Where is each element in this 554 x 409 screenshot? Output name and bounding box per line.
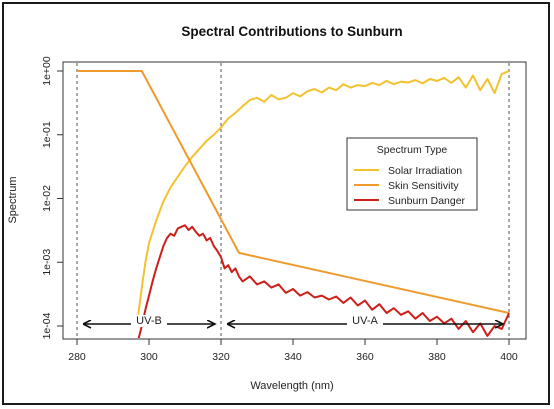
legend-items: Solar Irradiation Skin Sensitivity Sunburn… — [354, 165, 466, 207]
series-line-sunburn-danger — [137, 224, 510, 338]
y-axis: 1e-04 1e-03 1e-02 1e-01 1e+00 — [41, 56, 63, 339]
x-tick-label: 320 — [212, 351, 230, 363]
y-axis-label: Spectrum — [7, 176, 19, 223]
plot-area — [62, 61, 527, 340]
x-tick-label: 400 — [500, 351, 518, 363]
uv-annotations: UV-B UV-A — [83, 315, 503, 327]
legend-label: Solar Irradiation — [388, 165, 462, 177]
y-tick-label: 1e-01 — [41, 121, 53, 148]
x-tick-label: 360 — [356, 351, 374, 363]
y-tick-label: 1e+00 — [41, 56, 53, 86]
series-line-solar-irradiation — [137, 70, 510, 315]
annotation-label-bg — [131, 315, 167, 327]
series-line-skin-sensitivity — [77, 70, 510, 314]
legend-label: Skin Sensitivity — [388, 180, 459, 192]
x-axis-label: Wavelength (nm) — [250, 380, 333, 392]
y-tick-label: 1e-02 — [41, 185, 53, 212]
legend-label: Sunburn Danger — [388, 195, 466, 207]
y-tick-label: 1e-03 — [41, 249, 53, 276]
x-axis: 280 300 320 340 360 380 400 — [68, 339, 518, 363]
reference-lines — [76, 63, 510, 338]
legend: Spectrum Type Solar Irradiation Skin Sens… — [346, 137, 478, 211]
y-tick-label: 1e-04 — [41, 312, 53, 339]
annotation-label: UV-B — [136, 315, 162, 327]
x-tick-label: 280 — [68, 351, 86, 363]
legend-box — [346, 137, 478, 211]
x-tick-label: 300 — [140, 351, 158, 363]
annotation-label-bg — [347, 315, 383, 327]
annotation-label: UV-A — [352, 315, 378, 327]
x-tick-label: 380 — [428, 351, 446, 363]
chart-title: Spectral Contributions to Sunburn — [181, 24, 402, 39]
x-tick-label: 340 — [284, 351, 302, 363]
legend-title: Spectrum Type — [377, 144, 448, 156]
